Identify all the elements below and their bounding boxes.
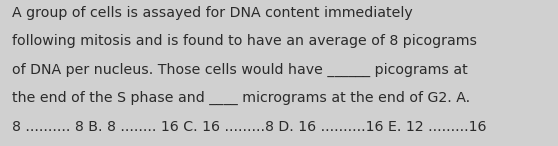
Text: following mitosis and is found to have an average of 8 picograms: following mitosis and is found to have a… [12,34,477,48]
Text: 8 .......... 8 B. 8 ........ 16 C. 16 .........8 D. 16 ..........16 E. 12 ......: 8 .......... 8 B. 8 ........ 16 C. 16 ..… [12,120,487,134]
Text: the end of the S phase and ____ micrograms at the end of G2. A.: the end of the S phase and ____ microgra… [12,91,470,105]
Text: of DNA per nucleus. Those cells would have ______ picograms at: of DNA per nucleus. Those cells would ha… [12,63,468,77]
Text: A group of cells is assayed for DNA content immediately: A group of cells is assayed for DNA cont… [12,6,413,20]
